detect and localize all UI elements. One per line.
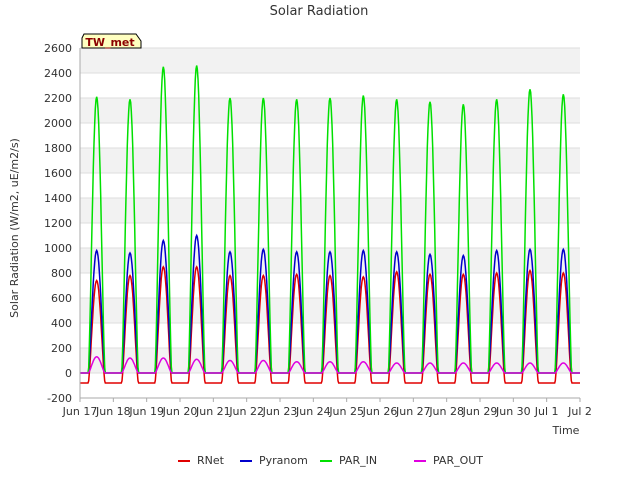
series-line-pyranom [80,233,580,374]
y-tick-label: -200 [47,392,72,405]
x-tick-label: Jun 18 [95,405,131,418]
y-tick-label: 2200 [44,92,72,105]
y-tick-label: 2400 [44,67,72,80]
x-tick-label: Jun 26 [362,405,398,418]
x-tick-label: Jun 19 [128,405,164,418]
x-tick-label: Jul 2 [567,405,592,418]
x-tick-label: Jun 20 [162,405,198,418]
y-tick-label: 1400 [44,192,72,205]
y-tick-label: 800 [51,267,72,280]
x-axis-label: Time [552,424,580,437]
x-tick-label: Jun 22 [228,405,264,418]
legend-item: RNet [178,454,225,467]
legend-label: Pyranom [259,454,308,467]
axes [79,48,580,399]
x-tick-label: Jun 28 [428,405,464,418]
x-tick-label: Jun 29 [462,405,498,418]
y-tick-label: 1600 [44,167,72,180]
site-label-box: TW_met [81,33,142,49]
x-tick-label: Jun 25 [328,405,364,418]
series-line-rnet [80,265,580,384]
x-tick-label: Jun 30 [495,405,531,418]
x-tick-label: Jun 21 [195,405,231,418]
plot-band [80,348,580,373]
y-tick-label: 400 [51,317,72,330]
plot-band [80,48,580,73]
x-tick-label: Jun 27 [395,405,431,418]
y-tick-label: 1800 [44,142,72,155]
legend: RNet Pyranom PAR_IN PAR_OUT [178,454,483,467]
y-tick-labels: -200 0 200 400 600 800 1000 1200 1400 1600 1800 200… [44,42,72,405]
plot-band [80,298,580,323]
legend-item: Pyranom [240,454,308,467]
chart-title: Solar Radiation [270,4,369,19]
y-tick-label: 1000 [44,242,72,255]
plot-band [80,148,580,173]
series-layer [80,65,580,384]
y-tick-label: 600 [51,292,72,305]
site-label: TW_met [85,36,134,49]
series-line-par-out [80,356,580,374]
y-tick-label: 200 [51,342,72,355]
x-tick-label: Jun 17 [62,405,98,418]
legend-item: PAR_IN [320,454,377,467]
legend-label: PAR_IN [339,454,377,467]
y-tick-label: 0 [65,367,72,380]
legend-label: PAR_OUT [433,454,483,467]
x-tick-label: Jun 23 [262,405,298,418]
series-line-par-in [80,65,580,374]
legend-label: RNet [197,454,225,467]
y-axis-label: Solar Radiation (W/m2, uE/m2/s) [8,138,21,318]
plot-band [80,198,580,223]
x-tick-label: Jun 24 [295,405,331,418]
y-tick-label: 2000 [44,117,72,130]
x-tick-label: Jul 1 [534,405,559,418]
y-tick-label: 1200 [44,217,72,230]
legend-item: PAR_OUT [414,454,483,467]
y-tick-label: 2600 [44,42,72,55]
